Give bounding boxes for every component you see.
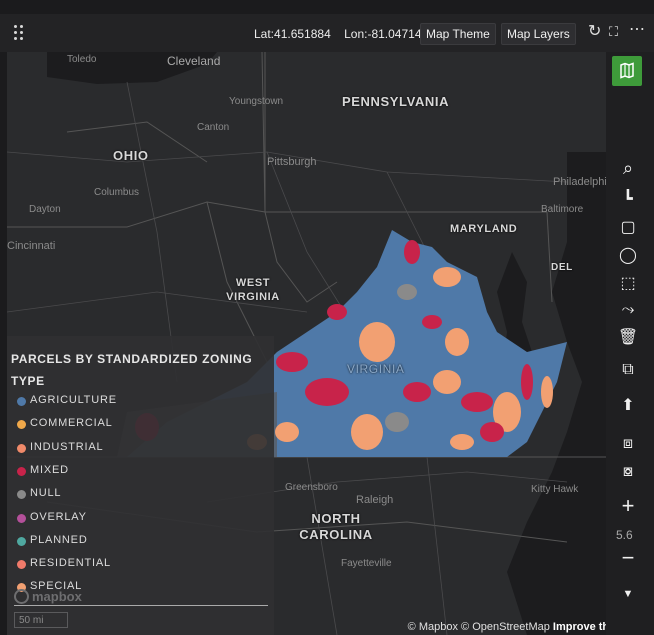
city-label: Canton [197, 122, 230, 133]
legend-label: NULL [30, 487, 62, 500]
down-icon[interactable]: ▼ [622, 588, 634, 600]
legend-swatch [17, 420, 26, 430]
city-label: Pittsburgh [267, 156, 317, 168]
state-label-north-carolina: NORTH CAROLINA [299, 511, 373, 542]
legend-label: RESIDENTIAL [30, 557, 111, 570]
city-label: Raleigh [356, 494, 394, 506]
legend-swatch [17, 443, 26, 453]
zoom-out-icon[interactable]: − [621, 545, 635, 570]
city-label: Dayton [29, 204, 61, 215]
legend-title: PARCELS BY STANDARDIZED ZONING TYPE [11, 352, 253, 388]
city-label: Baltimore [541, 204, 584, 215]
coordinate-readout: Lat:41.651884 Lon:-81.047149 [254, 27, 438, 41]
legend-swatch [17, 560, 26, 570]
grip-icon[interactable] [14, 25, 26, 41]
select-box-icon[interactable]: ▢ [620, 219, 636, 236]
refresh-icon[interactable]: ↻ [588, 23, 602, 40]
state-label-pennsylvania: PENNSYLVANIA [342, 94, 450, 109]
trash-icon[interactable]: 🗑 [617, 329, 639, 346]
scale-bar [14, 605, 268, 606]
legend-swatch [17, 490, 26, 500]
mapbox-attribution-link[interactable]: © Mapbox [407, 621, 458, 633]
city-label: Cincinnati [7, 240, 56, 252]
mapbox-logo: mapbox [14, 589, 82, 604]
legend-swatch [17, 583, 26, 593]
zoom-in-icon[interactable]: + [621, 493, 635, 518]
legend-label: COMMERCIAL [30, 417, 113, 430]
ruler-icon[interactable]: ┗ [623, 191, 633, 208]
more-icon[interactable]: ⋯ [629, 21, 645, 38]
legend-swatch [17, 466, 26, 476]
fullscreen-icon[interactable]: ⛶ [609, 24, 619, 39]
legend-label: AGRICULTURE [30, 394, 117, 406]
city-label: Greensboro [285, 482, 338, 493]
zoning-legend: PARCELS BY STANDARDIZED ZONING TYPE AGRI… [7, 336, 274, 635]
lasso-icon[interactable]: ⧉ [622, 361, 634, 378]
polygon-icon[interactable]: ⬚ [620, 275, 636, 292]
locate-icon[interactable]: ⧈ [622, 435, 634, 452]
city-label: Kitty Hawk [531, 484, 579, 495]
pin-icon[interactable]: ◯ [619, 247, 637, 264]
longitude-readout: Lon:-81.047149 [344, 27, 429, 41]
merge-icon[interactable]: ⤳ [621, 301, 635, 318]
map-theme-button[interactable]: Map Theme [420, 23, 496, 45]
legend-label: SPECIAL [30, 580, 83, 593]
legend-label: OVERLAY [30, 510, 87, 523]
state-label-maryland: MARYLAND [450, 223, 518, 235]
city-label: Toledo [67, 54, 97, 65]
scale-label: 50 mi [14, 612, 68, 628]
city-label: Youngstown [229, 96, 284, 107]
tool-rail: ⌕ ┗ ▢ ◯ ⬚ ⤳ 🗑 ⧉ ⬆ ⧈ ⧇ + − ▼ [606, 52, 654, 635]
recenter-icon[interactable]: ⧇ [622, 463, 634, 480]
city-label: Philadelphia [553, 176, 606, 188]
legend-label: PLANNED [30, 533, 88, 546]
city-label: Columbus [94, 187, 140, 198]
legend-label: INDUSTRIAL [30, 440, 104, 453]
legend-swatch [17, 397, 26, 406]
zoom-level: 5.6 [616, 528, 633, 542]
state-label-virginia: VIRGINIA [347, 362, 405, 376]
map-layers-button[interactable]: Map Layers [501, 23, 576, 45]
state-label-west-virginia: WEST VIRGINIA [226, 277, 280, 303]
legend-label: MIXED [30, 463, 69, 476]
legend-swatch [17, 536, 26, 546]
city-label: Fayetteville [341, 558, 392, 569]
latitude-readout: Lat:41.651884 [254, 27, 331, 41]
osm-attribution-link[interactable]: © OpenStreetMap [461, 621, 550, 633]
state-label-ohio: OHIO [113, 148, 149, 163]
upload-icon[interactable]: ⬆ [621, 397, 635, 414]
state-label-delaware: DEL [551, 262, 573, 273]
city-label: Cleveland [167, 54, 221, 68]
search-icon[interactable]: ⌕ [622, 158, 634, 178]
legend-swatch [17, 513, 26, 523]
top-toolbar: Lat:41.651884 Lon:-81.047149 Map Theme M… [0, 14, 654, 52]
map-icon[interactable] [612, 56, 642, 86]
